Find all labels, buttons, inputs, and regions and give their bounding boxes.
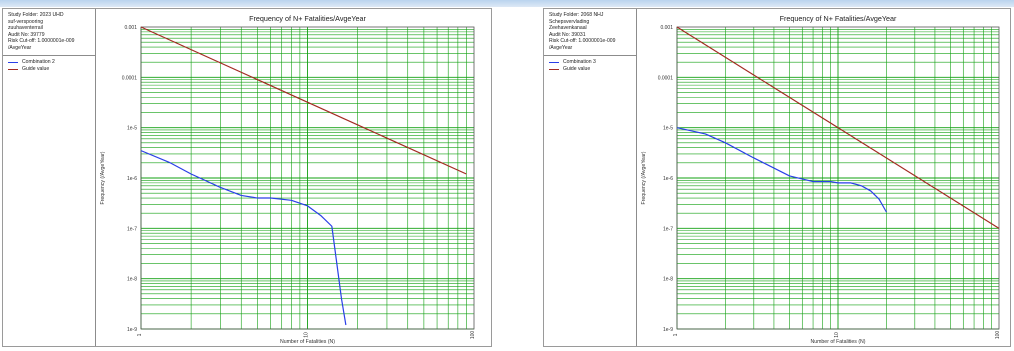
legend-item-combination: Combination 2 xyxy=(8,59,92,66)
study-location-line: Zeehavenkanaal xyxy=(549,25,587,32)
y-tick-label: 0.0001 xyxy=(658,75,674,81)
study-location-line: zuuhaventerrail xyxy=(8,25,43,32)
chart-legend: Combination 2 Guide value xyxy=(8,59,92,73)
legend-label-combination: Combination 2 xyxy=(22,58,55,65)
fn-plot-area: Frequency of N+ Fatalities/AvgeYear1e-91… xyxy=(100,14,476,345)
x-axis-label: Number of Fatalities (N) xyxy=(280,339,335,345)
risk-cutoff-line: Risk Cut-off: 1.0000001e-009 xyxy=(549,38,616,45)
fn-plot-area: Frequency of N+ Fatalities/AvgeYear1e-91… xyxy=(641,14,1001,345)
fn-curve-chart-combination-2: Study Folder: 2023 UHD suf-verspooring z… xyxy=(2,8,492,347)
y-tick-label: 0.0001 xyxy=(122,75,138,81)
y-tick-label: 0.001 xyxy=(124,25,137,31)
legend-label-guide-value: Guide value xyxy=(22,65,50,72)
study-folder-line: Study Folder: 2023 UHD xyxy=(8,12,64,18)
series-line-combination xyxy=(676,127,887,213)
y-tick-label: 1e-8 xyxy=(663,277,673,283)
unit-line: /AvgeYear xyxy=(8,44,32,51)
chart-title: Frequency of N+ Fatalities/AvgeYear xyxy=(780,14,897,23)
y-axis-label: Frequency (/AvgeYear) xyxy=(641,151,647,204)
plot-frame xyxy=(676,26,1000,330)
series-line-combination xyxy=(140,150,347,326)
info-divider xyxy=(3,54,95,56)
fn-curve-chart-combination-3: Study Folder: 2068 NHJ Schepsvervlading … xyxy=(543,8,1011,347)
study-info-panel: Study Folder: 2068 NHJ Schepsvervlading … xyxy=(544,9,637,346)
series-line-guide-value xyxy=(140,26,467,175)
risk-cutoff-line: Risk Cut-off: 1.0000001e-009 xyxy=(8,38,75,45)
x-axis-label: Number of Fatalities (N) xyxy=(810,339,865,345)
y-tick-label: 1e-6 xyxy=(127,176,137,182)
legend-label-combination: Combination 3 xyxy=(563,58,596,65)
study-subfolder-line: Schepsvervlading xyxy=(549,18,590,25)
legend-label-guide-value: Guide value xyxy=(563,65,591,72)
audit-number-line: Audit No: 39779 xyxy=(8,31,45,38)
legend-item-guide-value: Guide value xyxy=(8,66,92,73)
x-tick-label: 10 xyxy=(834,332,840,338)
grid-lines xyxy=(140,27,474,330)
study-subfolder-line: suf-verspooring xyxy=(8,18,44,25)
audit-number-line: Audit No: 39031 xyxy=(549,31,586,38)
legend-item-guide-value: Guide value xyxy=(549,66,633,73)
y-tick-label: 1e-9 xyxy=(663,327,673,333)
y-tick-label: 1e-9 xyxy=(127,327,137,333)
study-info-lines: Study Folder: 2023 UHD suf-verspooring z… xyxy=(8,12,92,52)
study-info-lines: Study Folder: 2068 NHJ Schepsvervlading … xyxy=(549,12,633,52)
y-axis-label: Frequency (/AvgeYear) xyxy=(100,151,106,204)
y-tick-label: 1e-8 xyxy=(127,277,137,283)
y-tick-label: 1e-7 xyxy=(663,226,673,232)
y-tick-label: 1e-5 xyxy=(127,126,137,132)
chart-title: Frequency of N+ Fatalities/AvgeYear xyxy=(249,14,366,23)
x-tick-label: 100 xyxy=(470,331,476,340)
x-tick-label: 100 xyxy=(995,331,1001,340)
plot-frame xyxy=(140,26,475,330)
y-tick-label: 0.001 xyxy=(660,25,673,31)
unit-line: /AvgeYear xyxy=(549,44,573,51)
x-tick-label: 1 xyxy=(673,333,679,336)
y-tick-label: 1e-6 xyxy=(663,176,673,182)
x-tick-label: 1 xyxy=(137,333,143,336)
study-folder-line: Study Folder: 2068 NHJ xyxy=(549,12,604,18)
chart-legend: Combination 3 Guide value xyxy=(549,59,633,73)
legend-swatch-red xyxy=(549,68,559,70)
legend-swatch-red xyxy=(8,68,18,70)
y-tick-label: 1e-5 xyxy=(663,126,673,132)
legend-swatch-blue xyxy=(549,61,559,63)
x-tick-label: 10 xyxy=(304,332,310,338)
legend-item-combination: Combination 3 xyxy=(549,59,633,66)
legend-swatch-blue xyxy=(8,61,18,63)
series-line-guide-value xyxy=(676,26,1000,229)
study-info-panel: Study Folder: 2023 UHD suf-verspooring z… xyxy=(3,9,96,346)
info-divider xyxy=(544,54,636,56)
window-title-bar xyxy=(0,0,1014,7)
y-tick-label: 1e-7 xyxy=(127,226,137,232)
grid-lines xyxy=(676,27,999,330)
